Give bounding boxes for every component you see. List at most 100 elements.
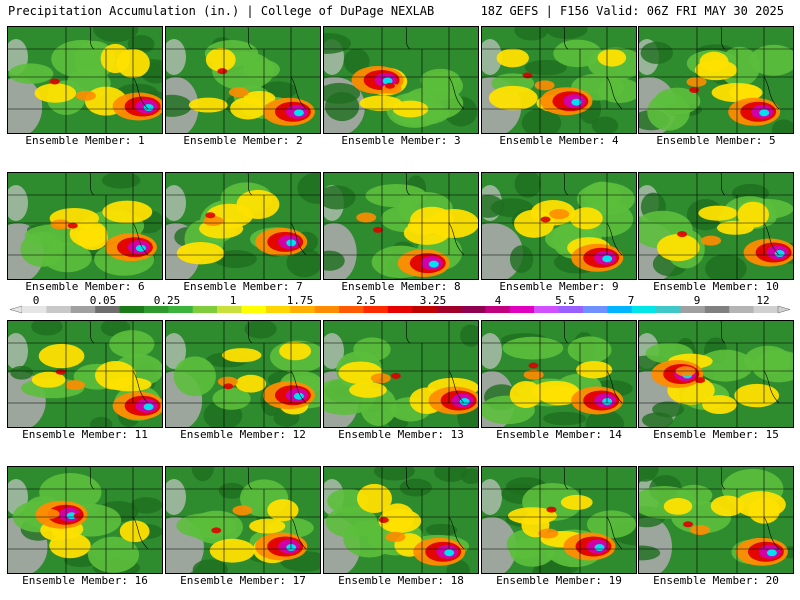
chart-title: Precipitation Accumulation (in.) | Colle… [8, 4, 435, 18]
border-line [89, 27, 95, 50]
precip-contour [482, 479, 502, 515]
precip-contour [509, 245, 534, 273]
precip-contour [374, 467, 415, 481]
precip-contour [75, 90, 96, 101]
state-borders [639, 27, 793, 133]
precip-contour [699, 51, 729, 73]
precip-contour [663, 497, 693, 515]
legend-swatch [631, 306, 657, 313]
precip-map [7, 26, 163, 134]
border-line [763, 516, 780, 550]
precip-contour [232, 505, 253, 516]
precip-contour [143, 403, 154, 411]
precip-contour [569, 207, 603, 230]
precip-contour [166, 39, 186, 75]
precip-contour [209, 538, 255, 563]
precip-map [323, 320, 479, 428]
precip-contour [297, 173, 320, 205]
precip-contour [8, 185, 28, 221]
border-line [606, 222, 623, 256]
precip-contour [10, 365, 34, 380]
precip-contour [66, 512, 77, 520]
precip-map [481, 466, 637, 574]
legend-swatch [607, 306, 632, 313]
member-label: Ensemble Member: 14 [496, 428, 622, 441]
member-label: Ensemble Member: 11 [22, 428, 148, 441]
legend-arrow-left [9, 305, 23, 314]
precip-contour [293, 109, 304, 117]
state-borders [8, 173, 162, 279]
precip-map [7, 466, 163, 574]
border-line [720, 27, 726, 50]
state-borders [482, 467, 636, 573]
precip-map [7, 172, 163, 280]
precip-contour [384, 82, 395, 89]
state-borders [639, 321, 793, 427]
legend-swatch [217, 306, 242, 313]
precip-contour [528, 362, 539, 369]
precip-contour [192, 559, 228, 573]
precip-contour [143, 104, 154, 111]
precip-contour [222, 348, 262, 363]
precip-contour [324, 82, 361, 104]
state-borders [639, 173, 793, 279]
member-label: Ensemble Member: 2 [183, 134, 303, 147]
member-label: Ensemble Member: 8 [341, 280, 461, 293]
member-label: Ensemble Member: 18 [338, 574, 464, 587]
precip-contour [211, 527, 222, 534]
precip-contour [482, 333, 502, 369]
precip-map [481, 172, 637, 280]
member-label: Ensemble Member: 17 [180, 574, 306, 587]
state-borders [8, 27, 162, 133]
precip-contour [242, 59, 280, 80]
precip-contour [586, 510, 636, 539]
border-line [405, 27, 411, 50]
legend-tick-label: 5.5 [555, 296, 575, 307]
state-borders [324, 467, 478, 573]
border-line [763, 76, 780, 110]
legend-tick-label: 1.75 [287, 296, 314, 307]
legend-swatch [46, 306, 72, 313]
precip-contour [119, 520, 150, 543]
border-line [448, 370, 465, 404]
state-borders [166, 27, 320, 133]
border-line [606, 516, 623, 550]
legend-swatch [339, 306, 364, 313]
precip-map [165, 320, 321, 428]
precip-contour [243, 90, 276, 106]
precip-contour [8, 333, 28, 369]
precip-contour [571, 98, 582, 106]
precip-contour [24, 224, 82, 248]
border-line [290, 222, 307, 256]
precip-contour [759, 109, 770, 117]
member-label: Ensemble Member: 7 [183, 280, 303, 293]
precip-contour [8, 63, 54, 84]
precip-contour [734, 383, 780, 408]
precip-contour [244, 321, 277, 339]
precip-contour [705, 254, 747, 279]
precip-contour [349, 382, 387, 398]
legend-swatch [656, 306, 681, 313]
precip-contour [166, 333, 186, 369]
legend-swatch [412, 306, 437, 313]
precip-contour [217, 68, 228, 75]
border-line [763, 370, 780, 404]
precip-map [165, 26, 321, 134]
precip-contour [540, 216, 551, 223]
state-borders [639, 467, 793, 573]
precip-contour [543, 411, 587, 426]
legend-arrow-right [777, 305, 791, 314]
precip-contour [428, 260, 439, 268]
precip-contour [214, 250, 257, 269]
precip-contour [560, 494, 593, 510]
border-line [448, 516, 465, 550]
border-line [405, 321, 411, 344]
precip-contour [702, 395, 737, 415]
precip-contour [94, 361, 137, 390]
precip-contour [205, 212, 216, 219]
precip-contour [166, 185, 186, 221]
precip-contour [549, 209, 570, 220]
precip-color-legend: 0 0.05 0.25 1 1.75 2.5 3.25 4 5.5 7 9 12 [0, 296, 800, 320]
legend-tick-label: 3.25 [420, 296, 447, 307]
